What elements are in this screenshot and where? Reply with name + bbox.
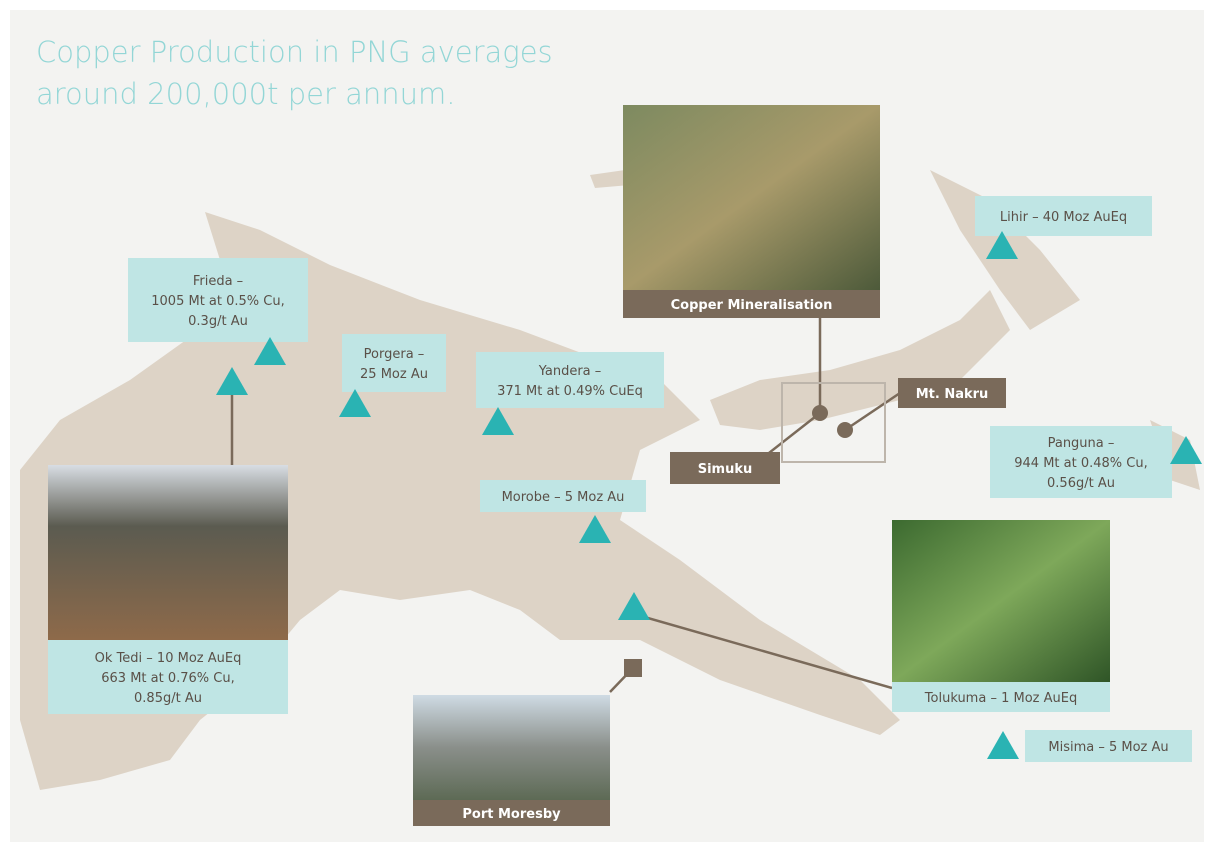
- photo: [623, 105, 880, 290]
- deposit-label: Misima – 5 Moz Au: [1048, 740, 1168, 755]
- title: around 200,000t per annum.: [36, 77, 455, 111]
- deposit-label: 0.56g/t Au: [1047, 476, 1115, 491]
- location-label: Simuku: [698, 462, 753, 477]
- deposit-label: Yandera –: [538, 364, 602, 379]
- location-label: Mt. Nakru: [916, 387, 989, 402]
- photo: [413, 695, 610, 800]
- deposit-label: Lihir – 40 Moz AuEq: [1000, 210, 1127, 225]
- deposit-label-box: [476, 352, 664, 408]
- deposit-label-box: [342, 334, 446, 392]
- page: Copper Production in PNG averages around…: [0, 0, 1214, 852]
- location-dot: [837, 422, 853, 438]
- deposit-label: 0.85g/t Au: [134, 691, 202, 706]
- photo-caption: Copper Mineralisation: [671, 298, 833, 313]
- city-marker: [624, 659, 642, 677]
- deposit-label: 0.3g/t Au: [188, 314, 248, 329]
- deposit-label: Porgera –: [364, 347, 425, 362]
- photo-caption: Port Moresby: [462, 807, 561, 822]
- deposit-label: 944 Mt at 0.48% Cu,: [1014, 456, 1147, 471]
- location-dot: [812, 405, 828, 421]
- deposit-label: Panguna –: [1048, 436, 1115, 451]
- map: Copper Production in PNG averages around…: [0, 0, 1214, 852]
- deposit-label: Tolukuma – 1 Moz AuEq: [924, 691, 1077, 706]
- deposit-label: Morobe – 5 Moz Au: [502, 490, 625, 505]
- deposit-label: 1005 Mt at 0.5% Cu,: [151, 294, 284, 309]
- deposit-label: 25 Moz Au: [360, 367, 428, 382]
- title: Copper Production in PNG averages: [36, 35, 553, 69]
- deposit-label: Frieda –: [193, 274, 243, 289]
- deposit-label: 663 Mt at 0.76% Cu,: [101, 671, 234, 686]
- deposit-label: 371 Mt at 0.49% CuEq: [497, 384, 643, 399]
- photo: [892, 520, 1110, 682]
- deposit-label: Ok Tedi – 10 Moz AuEq: [95, 651, 242, 666]
- photo: [48, 465, 288, 640]
